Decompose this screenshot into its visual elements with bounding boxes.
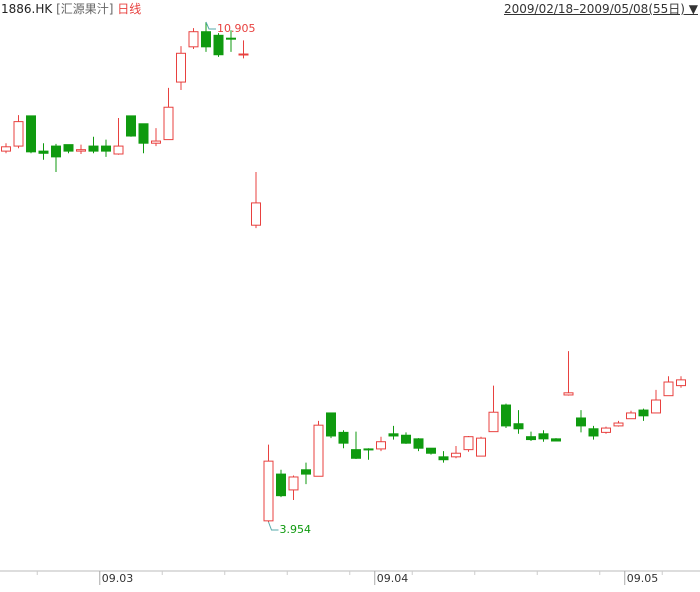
candle-body xyxy=(101,145,111,152)
candle-body xyxy=(401,434,411,444)
candle-body xyxy=(501,404,511,427)
candle-body xyxy=(151,140,161,144)
candle-body xyxy=(663,381,674,397)
candle-body xyxy=(526,436,536,441)
candle-body xyxy=(163,106,174,141)
candle-body xyxy=(488,411,499,433)
date-range-text: 2009/02/18–2009/05/08(55日) xyxy=(503,2,685,16)
date-range[interactable]: 2009/02/18–2009/05/08(55日) ▼ xyxy=(503,2,698,16)
candle-body xyxy=(51,145,61,158)
annotation: 10.905 xyxy=(217,22,256,35)
period[interactable]: 日线 xyxy=(117,2,142,16)
candle-body xyxy=(13,121,24,147)
candle-body xyxy=(238,53,249,56)
header: 1886.HK [汇源果汁] 日线 2009/02/18–2009/05/08(… xyxy=(0,0,700,18)
candle-body xyxy=(301,469,311,475)
candle-body xyxy=(426,447,436,454)
candle-body xyxy=(601,427,611,433)
candle-body xyxy=(651,399,661,414)
candle-body xyxy=(451,452,461,458)
candle-body xyxy=(263,460,274,522)
candle-body xyxy=(126,115,136,137)
x-tick-label: 09.04 xyxy=(377,572,409,585)
candle-body xyxy=(88,145,99,152)
candle-body xyxy=(576,417,586,427)
candle-body xyxy=(213,34,224,56)
candle-body xyxy=(26,115,36,153)
candle-body xyxy=(1,146,11,152)
candle-body xyxy=(338,431,349,444)
annotation-leader xyxy=(268,521,279,531)
candle-body xyxy=(201,31,211,48)
candle-body xyxy=(226,37,236,40)
title-group: 1886.HK [汇源果汁] 日线 xyxy=(1,0,141,18)
candle-body xyxy=(513,423,524,430)
candle-body xyxy=(538,433,549,440)
candle-body xyxy=(188,31,199,48)
x-tick-label: 09.03 xyxy=(102,572,134,585)
candle-body xyxy=(63,144,74,152)
symbol: 1886.HK xyxy=(1,2,53,16)
candle-body xyxy=(276,473,286,497)
annotation: 3.954 xyxy=(280,523,312,536)
candle-body xyxy=(38,150,49,154)
candle-body xyxy=(376,441,386,450)
candle-body xyxy=(638,409,649,417)
candle-body xyxy=(413,438,424,449)
candle-body xyxy=(363,448,374,451)
candle-body xyxy=(351,449,361,459)
stock-name: [汇源果汁] xyxy=(56,2,114,16)
candle-body xyxy=(626,412,636,420)
candle-body xyxy=(388,433,399,437)
candle-body xyxy=(563,392,574,396)
candle-body xyxy=(76,149,86,152)
candle-body xyxy=(476,437,486,457)
candle-body xyxy=(438,456,449,461)
candle-body xyxy=(613,422,624,427)
candle-body xyxy=(313,424,324,477)
annotation-leader xyxy=(205,21,216,30)
x-tick-label: 09.05 xyxy=(627,572,659,585)
candle-body xyxy=(326,412,336,437)
candle-body xyxy=(676,379,686,387)
candle-body xyxy=(551,438,561,442)
candle-body xyxy=(251,202,261,226)
candle-body xyxy=(113,145,124,155)
candle-body xyxy=(138,123,149,144)
candle-body xyxy=(463,436,474,451)
candle-body xyxy=(176,52,186,83)
candle-body xyxy=(588,428,599,437)
candle-body xyxy=(288,476,299,491)
